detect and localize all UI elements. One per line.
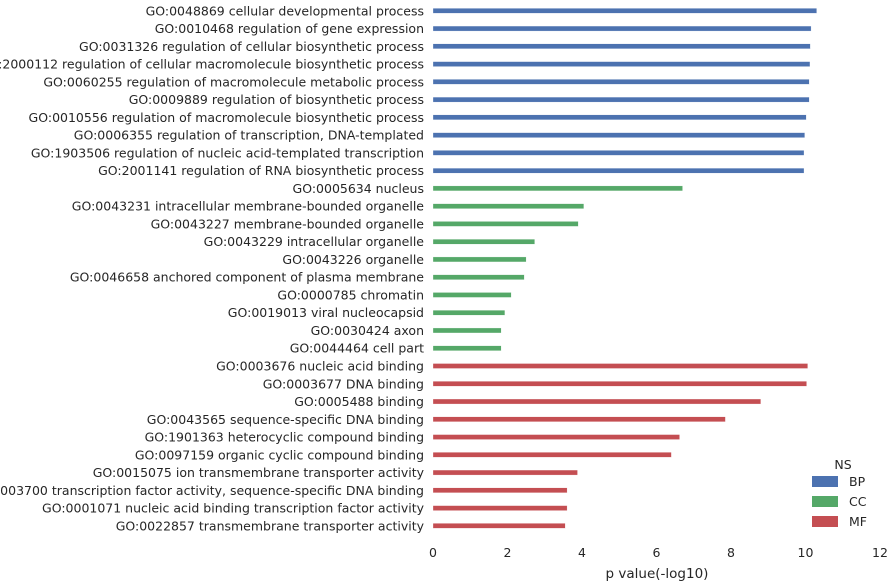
category-label: GO:0048869 cellular developmental proces…	[146, 3, 424, 18]
legend-swatch-bp	[812, 476, 838, 487]
bar-cc-14	[432, 256, 527, 263]
x-tick-label: 6	[653, 545, 661, 560]
category-label: GO:0005634 nucleus	[293, 181, 424, 196]
category-label: GO:0043231 intracellular membrane-bounde…	[72, 199, 425, 214]
x-tick-label: 0	[429, 545, 437, 560]
bar-mf-27	[432, 487, 568, 493]
category-label: GO:0001071 nucleic acid binding transcri…	[42, 501, 425, 516]
category-label: GO:1903506 regulation of nucleic acid-te…	[31, 145, 424, 160]
category-label: GO:0003677 DNA binding	[263, 376, 424, 391]
category-label: GO:0031326 regulation of cellular biosyn…	[79, 39, 424, 54]
bar-bp-0	[432, 8, 817, 14]
legend-swatch-cc	[812, 496, 838, 507]
bar-cc-13	[432, 239, 535, 245]
bar-mf-26	[432, 469, 578, 476]
bar-mf-29	[432, 523, 566, 529]
bar-cc-10	[432, 185, 683, 192]
category-label: GO:0043565 sequence-specific DNA binding	[147, 412, 424, 427]
bar-bp-8	[432, 150, 805, 156]
category-label: GO:0010468 regulation of gene expression	[155, 21, 424, 36]
bar-cc-11	[432, 203, 585, 209]
bar-bp-5	[432, 96, 810, 103]
legend-label-bp: BP	[849, 474, 866, 489]
bar-group	[432, 8, 817, 529]
category-label: GO:0043227 membrane-bounded organelle	[151, 216, 425, 231]
bar-bp-9	[432, 167, 805, 174]
legend: NS BP CC MF	[812, 457, 867, 529]
bar-cc-16	[432, 292, 512, 298]
category-label: GO:0015075 ion transmembrane transporter…	[93, 465, 425, 480]
category-label: GO:0003676 nucleic acid binding	[216, 359, 424, 374]
legend-swatch-mf	[812, 516, 838, 527]
legend-label-mf: MF	[849, 514, 867, 529]
category-label: GO:0030424 axon	[311, 323, 424, 338]
category-label: GO:0046658 anchored component of plasma …	[70, 270, 424, 285]
bar-mf-20	[432, 363, 808, 369]
x-tick-label: 8	[727, 545, 735, 560]
category-label: GO:2000112 regulation of cellular macrom…	[0, 57, 424, 72]
x-tick-label: 2	[504, 545, 512, 560]
bar-cc-12	[432, 221, 579, 227]
bar-bp-2	[432, 43, 811, 49]
bar-cc-15	[432, 274, 525, 280]
x-tick-label: 4	[578, 545, 586, 560]
bar-mf-22	[432, 398, 761, 405]
category-label: GO:0060255 regulation of macromolecule m…	[43, 74, 424, 89]
bar-cc-18	[432, 327, 502, 334]
category-label: GO:1901363 heterocyclic compound binding	[145, 430, 424, 445]
bar-mf-21	[432, 381, 807, 387]
bar-mf-23	[432, 416, 726, 422]
category-label: GO:0043229 intracellular organelle	[204, 234, 425, 249]
x-axis-ticks: 0 2 4 6 8 10 12	[429, 545, 888, 560]
bar-mf-24	[432, 434, 680, 440]
category-label: GO:0003700 transcription factor activity…	[0, 483, 424, 498]
category-label: GO:2001141 regulation of RNA biosyntheti…	[98, 163, 424, 178]
bar-mf-28	[432, 505, 568, 511]
category-label: GO:0043226 organelle	[282, 252, 424, 267]
category-labels: GO:0048869 cellular developmental proces…	[0, 3, 425, 533]
category-label: GO:0009889 regulation of biosynthetic pr…	[129, 92, 424, 107]
category-label: GO:0097159 organic cyclic compound bindi…	[135, 447, 424, 462]
category-label: GO:0000785 chromatin	[277, 287, 424, 302]
bar-bp-1	[432, 25, 812, 32]
bar-mf-25	[432, 452, 672, 458]
category-label: GO:0044464 cell part	[290, 341, 424, 356]
bar-bp-7	[432, 132, 805, 138]
x-tick-label: 10	[798, 545, 814, 560]
legend-title: NS	[834, 457, 851, 472]
x-tick-label: 12	[872, 545, 888, 560]
x-axis-title: p value(-log10)	[606, 566, 709, 582]
category-label: GO:0006355 regulation of transcription, …	[74, 128, 424, 143]
category-label: GO:0019013 viral nucleocapsid	[228, 305, 424, 320]
category-label: GO:0022857 transmembrane transporter act…	[116, 518, 425, 533]
category-label: GO:0010556 regulation of macromolecule b…	[29, 110, 424, 125]
bar-cc-17	[432, 310, 506, 316]
bar-bp-6	[432, 114, 807, 121]
bar-bp-4	[432, 79, 810, 85]
bar-cc-19	[432, 345, 502, 351]
category-label: GO:0005488 binding	[294, 394, 424, 409]
bar-bp-3	[432, 61, 811, 67]
legend-label-cc: CC	[849, 494, 867, 509]
